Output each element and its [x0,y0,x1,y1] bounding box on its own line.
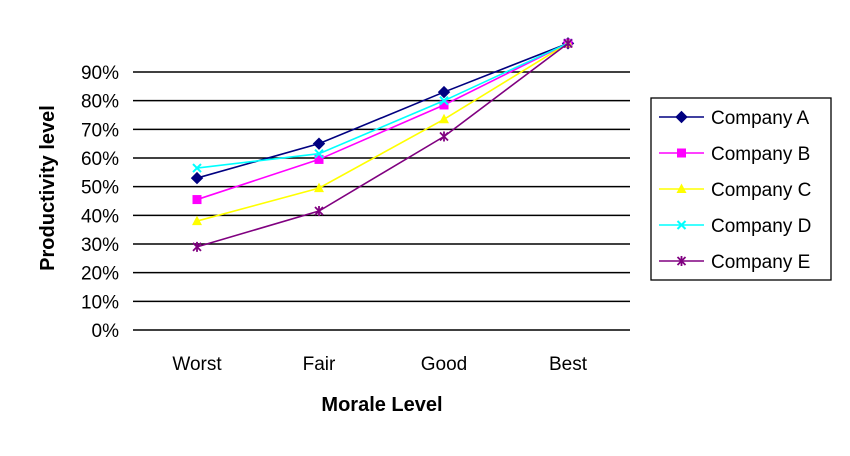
series-line-company-d [196,42,569,169]
legend-marker [676,183,687,193]
legend: Company A Company B Company C Company D Comp… [650,97,832,281]
data-point-company-b [314,154,324,164]
data-point-company-e [314,206,324,217]
data-point-company-a [437,85,451,99]
x-tick-label: Good [421,354,467,375]
y-tick-label: 10% [81,292,119,313]
y-axis-title: Productivity level [37,105,59,271]
data-point-company-c [314,182,324,193]
legend-label: Company D [711,216,811,237]
y-tick-label: 60% [81,149,119,170]
legend-item-company-a: Company A [659,108,810,129]
series-line-company-b [196,42,569,201]
legend-label: Company E [711,252,810,273]
y-tick-label: 90% [81,63,119,84]
legend-label: Company A [711,108,810,129]
x-axis-ticks: Worst Fair Good Best [172,354,587,375]
data-point-company-b [192,195,202,205]
legend-item-company-e: Company E [659,252,810,273]
series-company-d [192,38,573,173]
data-point-company-b [439,100,449,110]
legend-marker [676,220,687,230]
y-tick-label: 70% [81,120,119,141]
x-tick-label: Worst [172,354,222,375]
gridlines [133,71,630,331]
legend-marker [675,110,688,124]
series-lines [190,37,575,252]
data-point-company-c [192,215,202,226]
data-point-company-d [314,148,324,159]
legend-item-company-c: Company C [659,180,811,201]
legend-marker [677,148,686,158]
data-point-company-e [439,131,449,142]
series-line-company-c [196,42,569,222]
data-point-company-d [439,95,449,106]
data-point-company-c [439,113,449,124]
data-point-company-e [563,38,573,49]
series-company-e [192,38,573,252]
legend-label: Company C [711,180,811,201]
legend-item-company-b: Company B [659,144,810,165]
x-axis-title: Morale Level [321,394,442,416]
legend-label: Company B [711,144,810,165]
data-point-company-d [192,163,202,173]
legend-marker [676,256,687,266]
legend-item-company-d: Company D [659,216,811,237]
x-tick-label: Best [549,354,588,375]
y-tick-label: 80% [81,92,119,113]
data-point-company-e [192,241,202,252]
y-axis-ticks: 0% 10% 20% 30% 40% 50% 60% 70% 80% 90% [81,63,119,342]
x-tick-label: Fair [303,354,336,375]
data-point-company-a [190,171,204,185]
y-tick-label: 20% [81,264,119,285]
data-point-company-a [312,137,326,150]
y-tick-label: 50% [81,178,119,199]
y-tick-label: 30% [81,235,119,256]
y-tick-label: 0% [92,321,120,342]
series-line-company-e [196,42,569,248]
y-tick-label: 40% [81,206,119,227]
